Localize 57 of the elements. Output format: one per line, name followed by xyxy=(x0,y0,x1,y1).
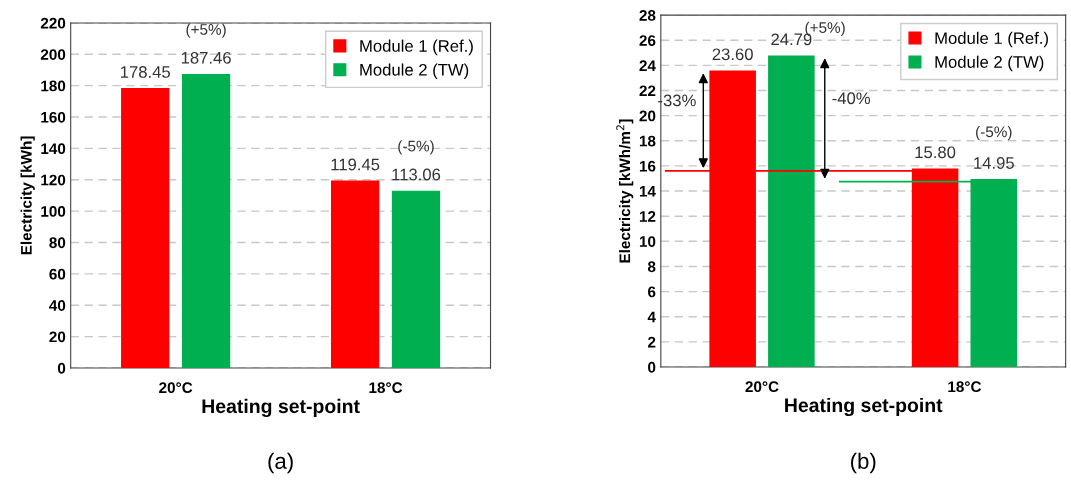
bar xyxy=(768,55,815,367)
y-axis-title: Electricity [kWh] xyxy=(20,136,35,255)
data-label: 187.46 xyxy=(181,51,231,64)
y-tick-label: 20 xyxy=(639,110,656,122)
y-tick-label: 140 xyxy=(41,143,66,155)
y-tick-label: 4 xyxy=(647,311,656,323)
legend-label: Module 2 (TW) xyxy=(360,63,469,79)
y-tick-label: 2 xyxy=(647,336,656,348)
y-tick-label: 22 xyxy=(639,85,656,97)
y-tick-label: 120 xyxy=(41,174,66,186)
annotation: -40% xyxy=(832,92,871,105)
data-label: 178.45 xyxy=(120,66,170,78)
x-axis-title: Heating set-point xyxy=(202,398,360,418)
y-tick-label: 10 xyxy=(639,236,656,247)
data-label: 14.95 xyxy=(974,157,1014,169)
y-tick-label: 40 xyxy=(49,300,66,311)
x-tick-label: 18°C xyxy=(948,381,982,393)
y-tick-label: 6 xyxy=(648,286,656,298)
y-tick-label: 8 xyxy=(647,261,656,273)
text: (a) xyxy=(268,452,293,474)
y-tick-label: 12 xyxy=(639,211,656,222)
y-axis-title: Electricity [kWh/m$^{2}$] xyxy=(616,119,634,263)
y-tick-label: 24 xyxy=(639,60,656,71)
data-label: 113.06 xyxy=(392,168,441,181)
y-tick-label: 28 xyxy=(639,10,656,21)
annotation: (-5%) xyxy=(976,125,1012,141)
annotation: (+5%) xyxy=(186,23,226,38)
y-tick-label: 20 xyxy=(49,331,66,343)
bar xyxy=(181,73,231,368)
y-tick-label: 0 xyxy=(57,362,66,374)
y-tick-label: 100 xyxy=(41,205,66,217)
y-tick-label: 200 xyxy=(40,49,66,60)
data-label: 15.80 xyxy=(915,146,956,159)
y-tick-label: 18 xyxy=(639,135,656,147)
x-axis-title: Heating set-point xyxy=(785,397,943,417)
data-label: 119.45 xyxy=(331,158,380,171)
x-tick-label: 18°C xyxy=(369,382,403,394)
y-tick-label: 0 xyxy=(648,361,656,373)
y-tick-label: 14 xyxy=(639,186,656,197)
x-tick-label: 20°C xyxy=(745,381,779,393)
legend-label: Module 1 (Ref.) xyxy=(360,39,473,56)
bar xyxy=(330,180,380,368)
y-tick-label: 26 xyxy=(639,35,656,46)
annotation: (-5%) xyxy=(398,140,434,155)
y-tick-label: 220 xyxy=(40,17,66,29)
y-tick-label: 180 xyxy=(41,80,66,92)
y-tick-label: 16 xyxy=(639,160,656,172)
bar xyxy=(121,88,170,368)
y-tick-label: 160 xyxy=(41,111,66,123)
bar xyxy=(391,190,441,368)
data-label: 23.60 xyxy=(712,48,753,61)
x-tick-label: 20°C xyxy=(159,382,193,394)
legend-label: Module 2 (TW) xyxy=(935,55,1044,72)
y-tick-label: 60 xyxy=(49,268,66,280)
legend-label: Module 1 (Ref.) xyxy=(935,31,1048,48)
text: (b) xyxy=(851,452,876,474)
y-tick-label: 80 xyxy=(49,237,66,249)
